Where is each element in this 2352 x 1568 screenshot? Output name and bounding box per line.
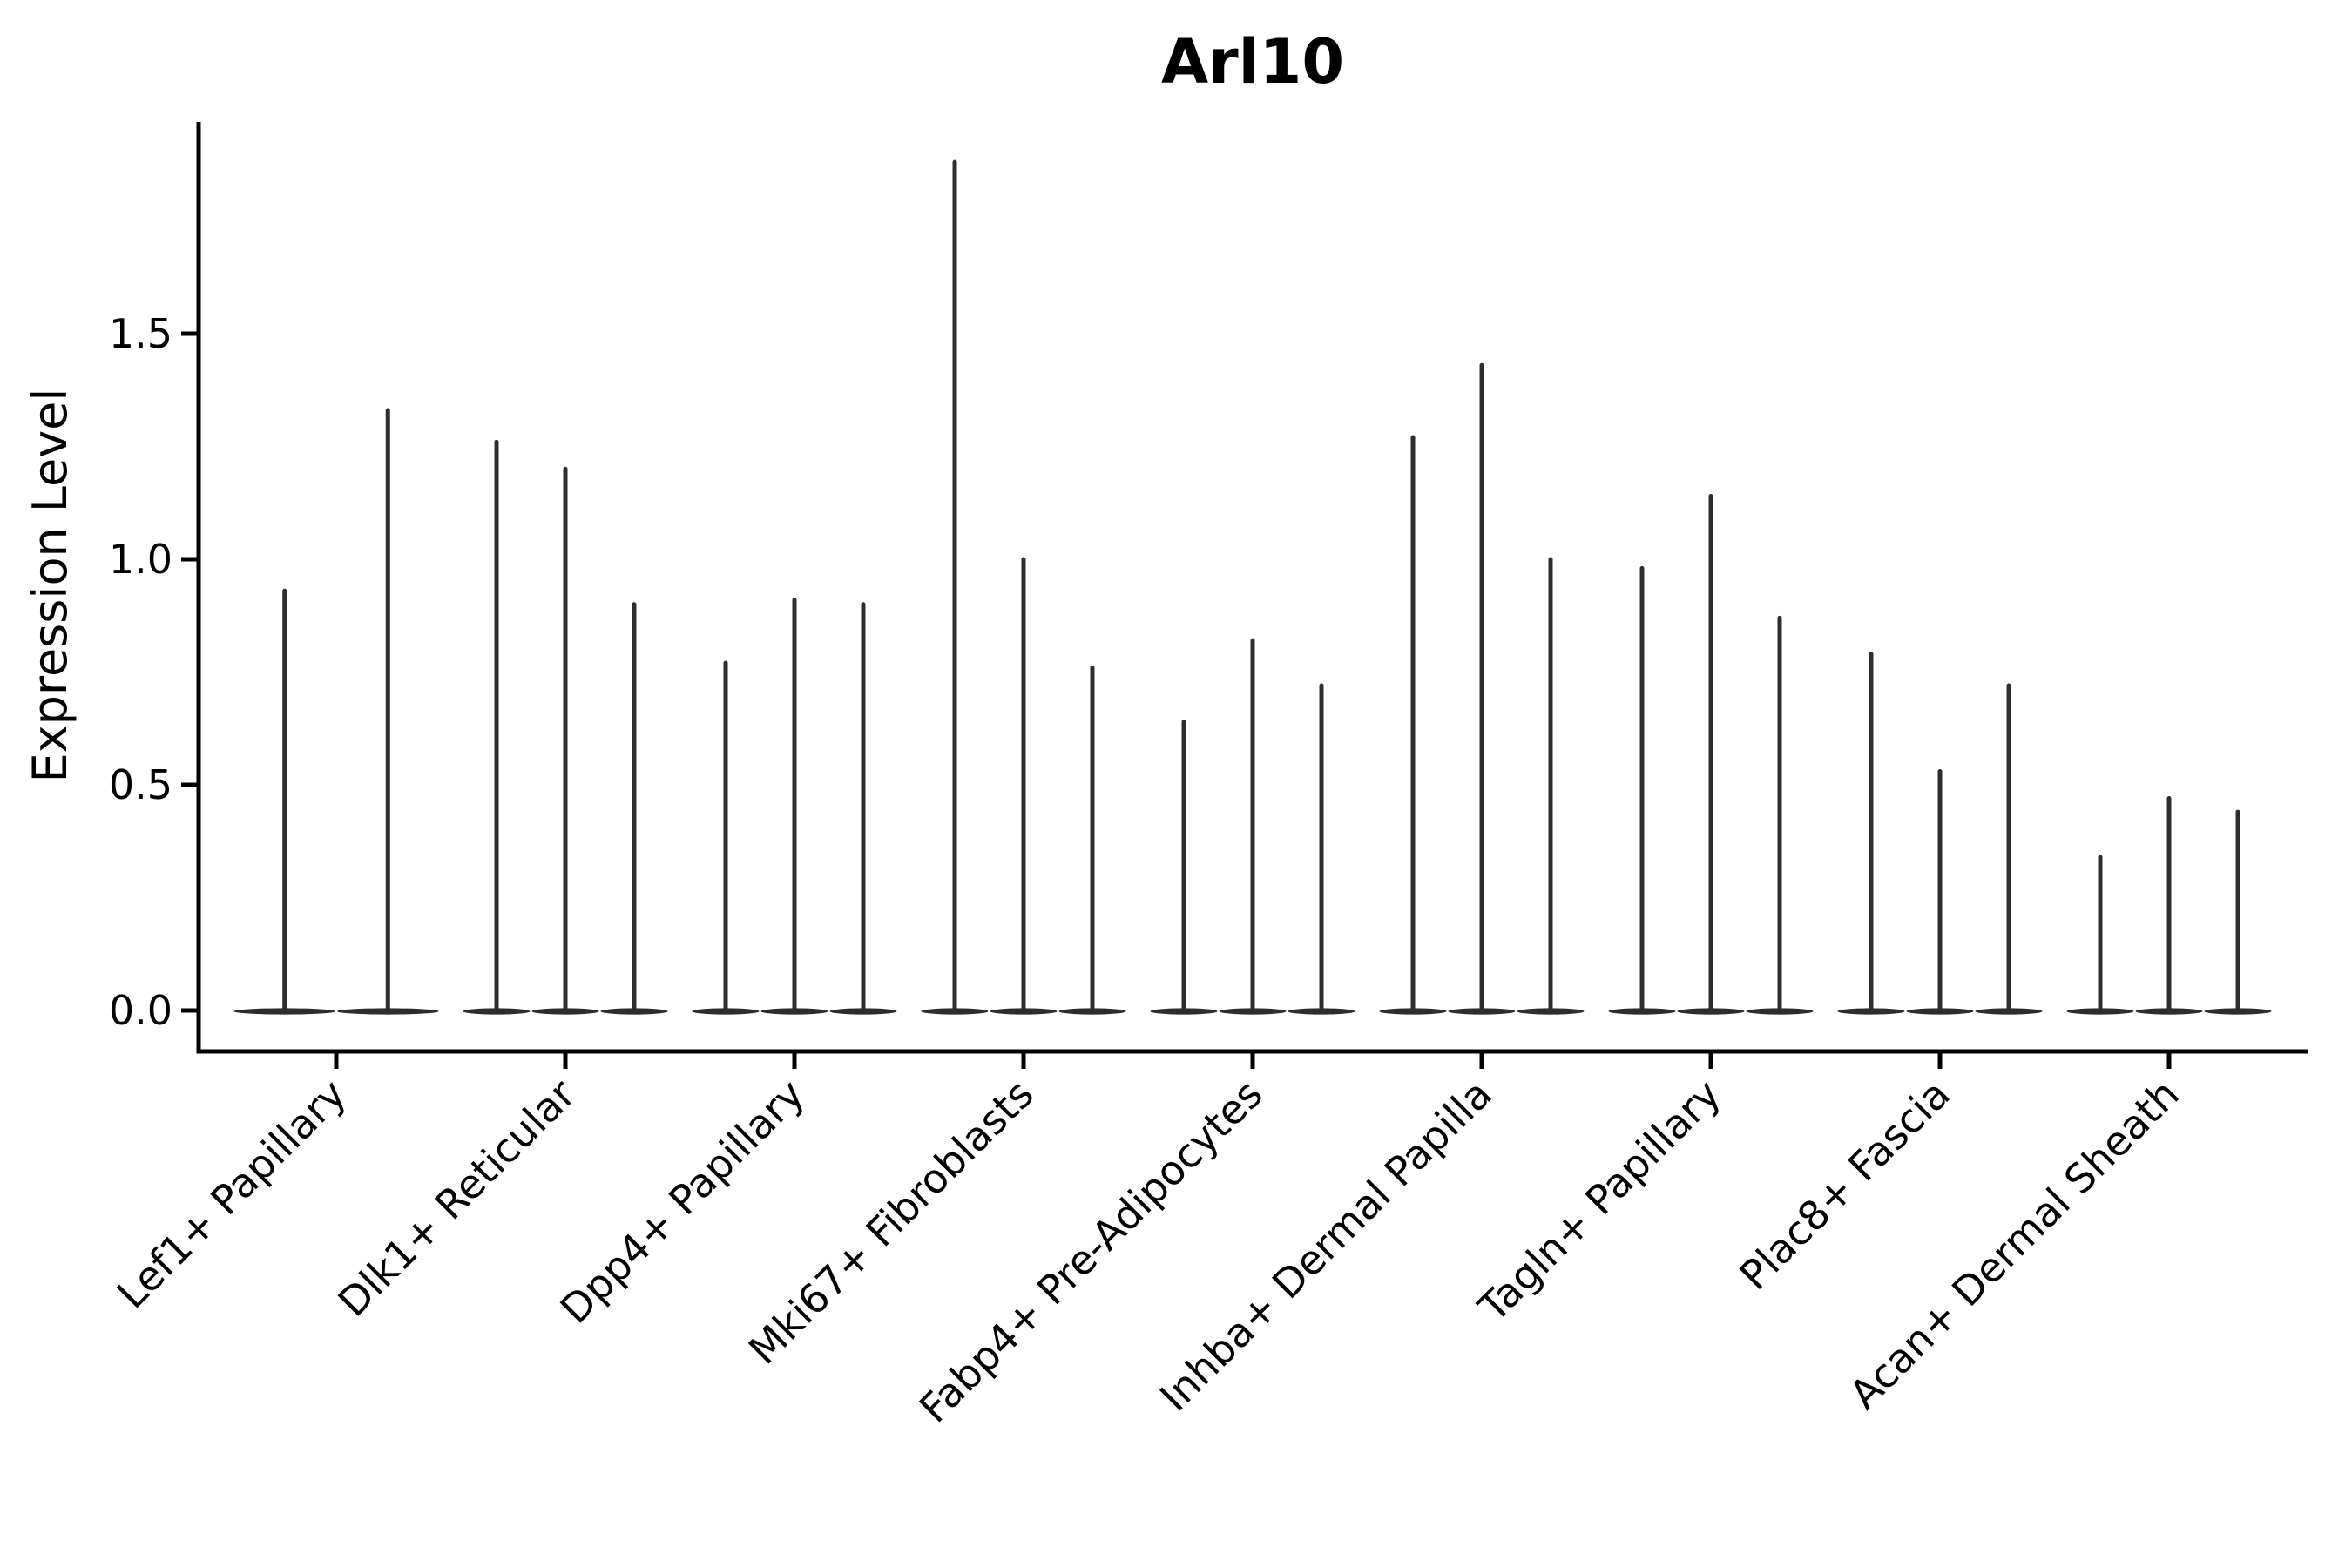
y-tick-label: 0.5 (109, 761, 172, 808)
y-tick-label: 1.5 (109, 310, 172, 357)
x-tick-label: Plac8+ Fascia (1730, 1071, 1958, 1299)
x-tick-label: Dlk1+ Reticular (329, 1071, 585, 1326)
x-tick-label: Dpp4+ Papillary (551, 1071, 814, 1333)
x-tick-label: Tagln+ Papillary (1469, 1071, 1730, 1332)
y-tick-label: 1.0 (109, 536, 172, 583)
chart-title: Arl10 (1161, 26, 1344, 98)
y-axis-label: Expression Level (23, 389, 78, 783)
x-tick-label: Lef1+ Papillary (108, 1071, 355, 1318)
y-tick-label: 0.0 (109, 987, 172, 1034)
